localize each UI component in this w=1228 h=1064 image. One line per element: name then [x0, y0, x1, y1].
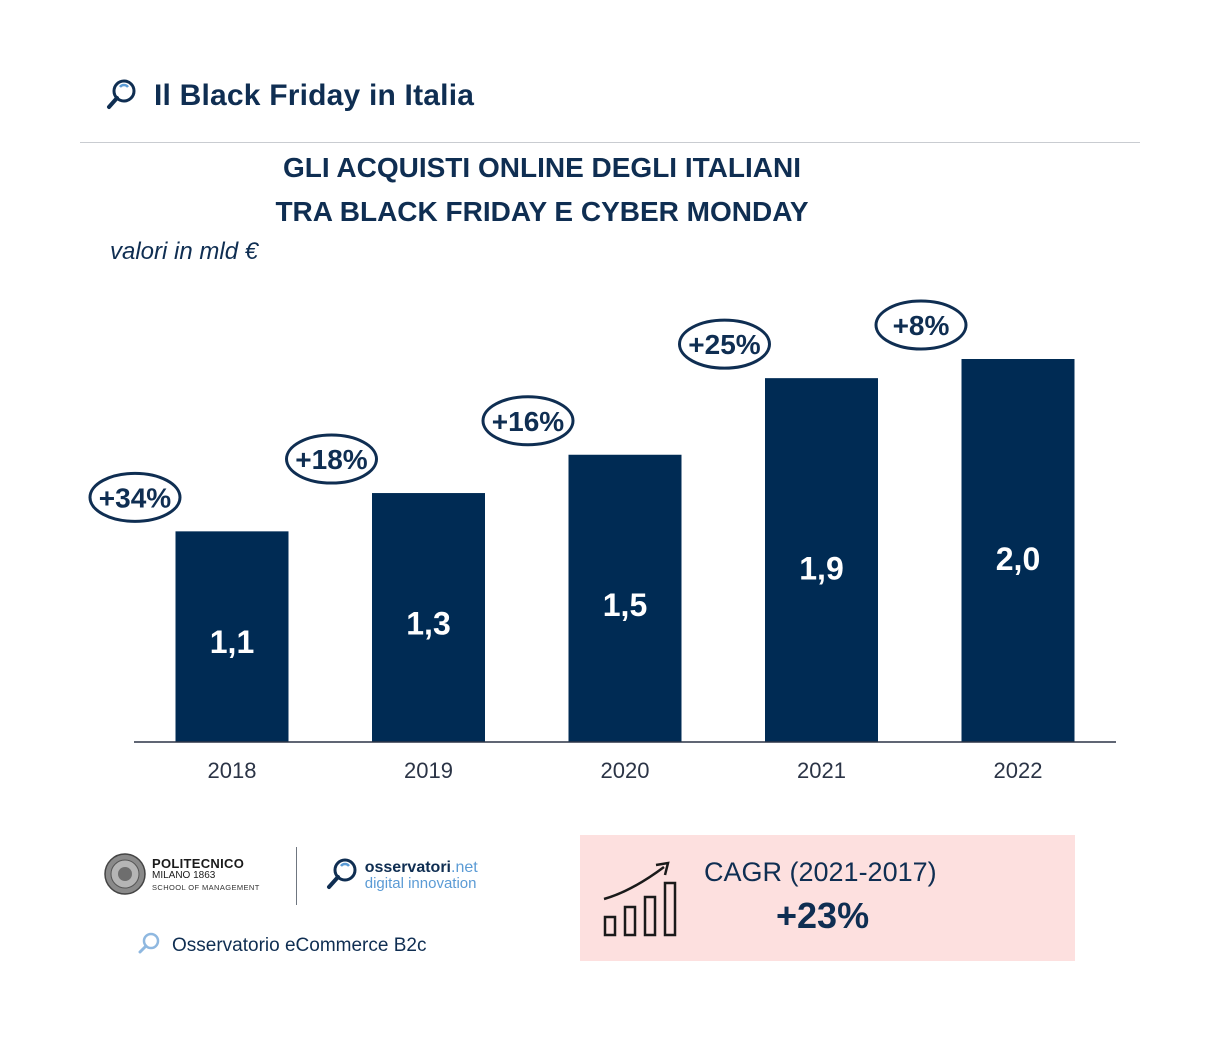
- growth-chart-icon: [602, 857, 682, 944]
- growth-badge-2022: [874, 299, 968, 351]
- observatory-footer: Osservatorio eCommerce B2c: [138, 932, 426, 960]
- bar-value-label-2021: 1,9: [799, 550, 843, 586]
- polimi-name: POLITECNICO: [152, 856, 245, 871]
- bar-2022: [961, 359, 1075, 742]
- x-tick-label-2018: 2018: [208, 758, 257, 783]
- bar-value-label-2020: 1,5: [603, 587, 647, 623]
- logo-divider: [295, 847, 297, 905]
- cagr-label: CAGR (2021-2017): [704, 857, 937, 887]
- osservatori-magnifier-icon: [325, 857, 359, 896]
- growth-label-2020: +16%: [492, 406, 564, 437]
- bar-chart: 1,1 2018 +34% 1,3 2019 +18% 1,5 2020 +16% 1,9 2021…: [88, 299, 1116, 783]
- growth-badge-2019: [285, 433, 378, 485]
- growth-badge-2020: [481, 395, 575, 447]
- polimi-city: MILANO 1863: [152, 870, 216, 881]
- cagr-value: +23%: [776, 895, 870, 936]
- page-title: Il Black Friday in Italia: [154, 79, 475, 112]
- bar-2020: [568, 454, 682, 742]
- bar-2021: [765, 378, 878, 742]
- bar-value-label-2018: 1,1: [210, 624, 254, 660]
- bar-2019: [372, 493, 485, 742]
- growth-label-2018: +34%: [99, 482, 171, 513]
- observatory-magnifier-icon: [138, 932, 160, 960]
- growth-label-2022: +8%: [893, 310, 950, 341]
- chart-title: GLI ACQUISTI ONLINE DEGLI ITALIANI TRA B…: [275, 146, 808, 234]
- growth-label-2019: +18%: [295, 444, 367, 475]
- growth-label-2021: +25%: [688, 329, 760, 360]
- polimi-logo: POLITECNICO MILANO 1863 SCHOOL OF MANAGE…: [104, 852, 260, 900]
- osservatori-tagline: digital innovation: [364, 875, 477, 892]
- polimi-school: SCHOOL OF MANAGEMENT: [152, 883, 260, 892]
- page-header: Il Black Friday in Italia: [106, 78, 474, 114]
- bar-value-label-2019: 1,3: [406, 606, 450, 642]
- chart-title-line-1: GLI ACQUISTI ONLINE DEGLI ITALIANI: [283, 152, 801, 183]
- x-tick-label-2019: 2019: [404, 758, 453, 783]
- header-divider: [80, 142, 1140, 143]
- polimi-seal-icon: [104, 852, 146, 900]
- observatory-name: Osservatorio eCommerce B2c: [172, 935, 427, 956]
- x-tick-label-2021: 2021: [797, 758, 846, 783]
- x-tick-label-2022: 2022: [994, 758, 1043, 783]
- cagr-box: CAGR (2021-2017) +23%: [580, 835, 1075, 961]
- bar-value-label-2022: 2,0: [996, 541, 1040, 577]
- chart-subtitle: valori in mld €: [110, 238, 259, 265]
- bar-2018: [175, 531, 289, 742]
- osservatori-name: osservatori.net: [364, 859, 478, 876]
- chart-title-line-2: TRA BLACK FRIDAY E CYBER MONDAY: [275, 196, 809, 227]
- growth-badge-2021: [678, 318, 771, 370]
- x-tick-label-2020: 2020: [601, 758, 650, 783]
- partner-logos: POLITECNICO MILANO 1863 SCHOOL OF MANAGE…: [104, 846, 478, 906]
- osservatori-logo: osservatori.net digital innovation: [325, 857, 478, 896]
- magnifier-logo-icon: [106, 78, 138, 115]
- growth-badge-2018: [88, 471, 182, 523]
